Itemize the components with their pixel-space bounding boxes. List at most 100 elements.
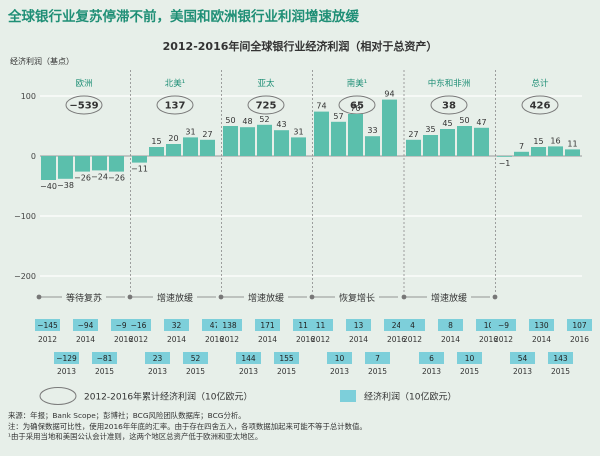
bar-data-label: 27	[408, 130, 418, 139]
profit-box	[438, 319, 463, 331]
year-label: 2013	[422, 367, 441, 376]
trend-dot	[218, 294, 224, 300]
bar	[382, 99, 397, 156]
footer-source: 来源：年报；Bank Scope；彭博社；BCG风险团队数据库；BCG分析。	[8, 411, 246, 420]
footer-footnote: ¹由于采用当地和美国公认会计准则，这两个地区总资产低于欧洲和亚太地区。	[8, 432, 263, 441]
bar-data-label: 11	[567, 139, 577, 148]
total-value: 725	[256, 101, 277, 112]
year-label: 2013	[57, 367, 76, 376]
profit-box-value: 10	[465, 354, 475, 363]
profit-box-value: 23	[153, 354, 163, 363]
legend-box	[340, 390, 356, 402]
trend-dot	[127, 294, 133, 300]
bar-data-label: 70	[350, 104, 360, 113]
year-label: 2015	[460, 367, 479, 376]
year-label: 2015	[368, 367, 387, 376]
footer-note: 注：为确保数据可比性，使用2016年年底的汇率。由于存在四舍五入，各项数据加起来…	[8, 421, 367, 431]
year-label: 2012	[311, 335, 330, 344]
bar-data-label: 74	[316, 102, 326, 111]
bar-data-label: 48	[242, 117, 252, 126]
bar-data-label: 57	[333, 112, 343, 121]
region-label: 欧洲	[75, 78, 92, 89]
year-label: 2016	[479, 335, 498, 344]
profit-box-value: 155	[279, 354, 294, 363]
region-label: 南美¹	[347, 78, 367, 89]
profit-box	[346, 319, 371, 331]
bar	[58, 156, 73, 179]
year-label: 2016	[570, 335, 589, 344]
bar	[132, 156, 147, 163]
total-ellipse	[65, 95, 103, 115]
profit-box-value: 10	[335, 354, 345, 363]
year-label: 2013	[239, 367, 258, 376]
bar	[41, 156, 56, 180]
bar	[406, 139, 421, 156]
region-label: 北美¹	[165, 78, 185, 89]
profit-box	[73, 319, 98, 331]
profit-box	[217, 319, 242, 331]
profit-box	[529, 319, 554, 331]
profit-box-value: 138	[222, 321, 237, 330]
year-label: 2014	[349, 335, 368, 344]
profit-box	[35, 319, 60, 331]
y-axis-label: 经济利润（基点）	[10, 56, 74, 66]
trend-label-bg	[427, 290, 471, 304]
bar	[314, 111, 329, 156]
profit-box	[457, 352, 482, 364]
bar-data-label: 35	[425, 125, 435, 134]
bar	[200, 139, 215, 156]
bar	[92, 156, 107, 171]
trend-label: 等待复苏	[66, 292, 102, 304]
y-tick-label: 0	[31, 152, 36, 161]
bar	[565, 149, 580, 156]
year-label: 2014	[258, 335, 277, 344]
year-label: 2016	[205, 335, 224, 344]
profit-box	[255, 319, 280, 331]
year-label: 2014	[167, 335, 186, 344]
profit-box-value: 10	[484, 321, 494, 330]
profit-box-value: 13	[354, 321, 364, 330]
year-label: 2012	[220, 335, 239, 344]
bar-data-label: 31	[185, 127, 195, 136]
year-label: 2014	[76, 335, 95, 344]
bar-data-label: −26	[108, 174, 125, 183]
bar	[497, 156, 512, 157]
bar-data-label: 31	[293, 127, 303, 136]
profit-box-value: 171	[260, 321, 275, 330]
bar	[75, 156, 90, 172]
page-title: 全球银行业复苏停滞不前，美国和欧洲银行业利润增速放缓	[8, 9, 359, 25]
bar-data-label: −1	[499, 159, 511, 168]
profit-box-value: 8	[448, 321, 453, 330]
year-label: 2016	[387, 335, 406, 344]
profit-box	[365, 352, 390, 364]
year-label: 2015	[95, 367, 114, 376]
profit-box-value: 24	[392, 321, 402, 330]
profit-box	[327, 352, 352, 364]
total-value: 38	[442, 101, 456, 112]
bar-data-label: 50	[225, 116, 235, 125]
bar-data-label: 15	[533, 137, 543, 146]
bar	[331, 121, 346, 156]
bar-data-label: −11	[131, 165, 148, 174]
bar	[274, 130, 289, 156]
legend-cumulative-label: 2012-2016年累计经济利润（10亿欧元）	[84, 391, 253, 403]
bar	[531, 147, 546, 156]
trend-label-bg	[153, 290, 197, 304]
profit-box-value: 143	[553, 354, 568, 363]
trend-label: 增速放缓	[157, 292, 193, 304]
bar-data-label: −38	[57, 181, 74, 190]
bar-data-label: 47	[476, 118, 486, 127]
total-value: 426	[530, 101, 551, 112]
year-label: 2016	[114, 335, 133, 344]
chart-subtitle: 2012-2016年间全球银行业经济利润（相对于总资产）	[162, 40, 438, 53]
profit-box	[126, 319, 151, 331]
profit-box	[567, 319, 592, 331]
profit-box-value: 32	[172, 321, 182, 330]
bar	[223, 126, 238, 156]
region-label: 中东和非洲	[428, 78, 471, 89]
profit-box	[419, 352, 444, 364]
bar	[257, 124, 272, 156]
trend-label-bg	[335, 290, 379, 304]
profit-box-value: 47	[210, 321, 220, 330]
